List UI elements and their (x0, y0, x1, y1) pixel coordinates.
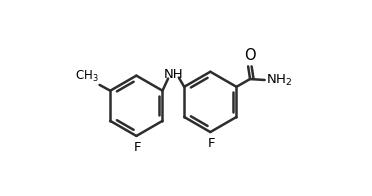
Text: O: O (244, 48, 256, 64)
Text: NH$_2$: NH$_2$ (266, 73, 292, 88)
Text: F: F (134, 141, 141, 154)
Text: CH$_3$: CH$_3$ (75, 69, 99, 84)
Text: F: F (208, 137, 215, 150)
Text: NH: NH (164, 68, 184, 81)
